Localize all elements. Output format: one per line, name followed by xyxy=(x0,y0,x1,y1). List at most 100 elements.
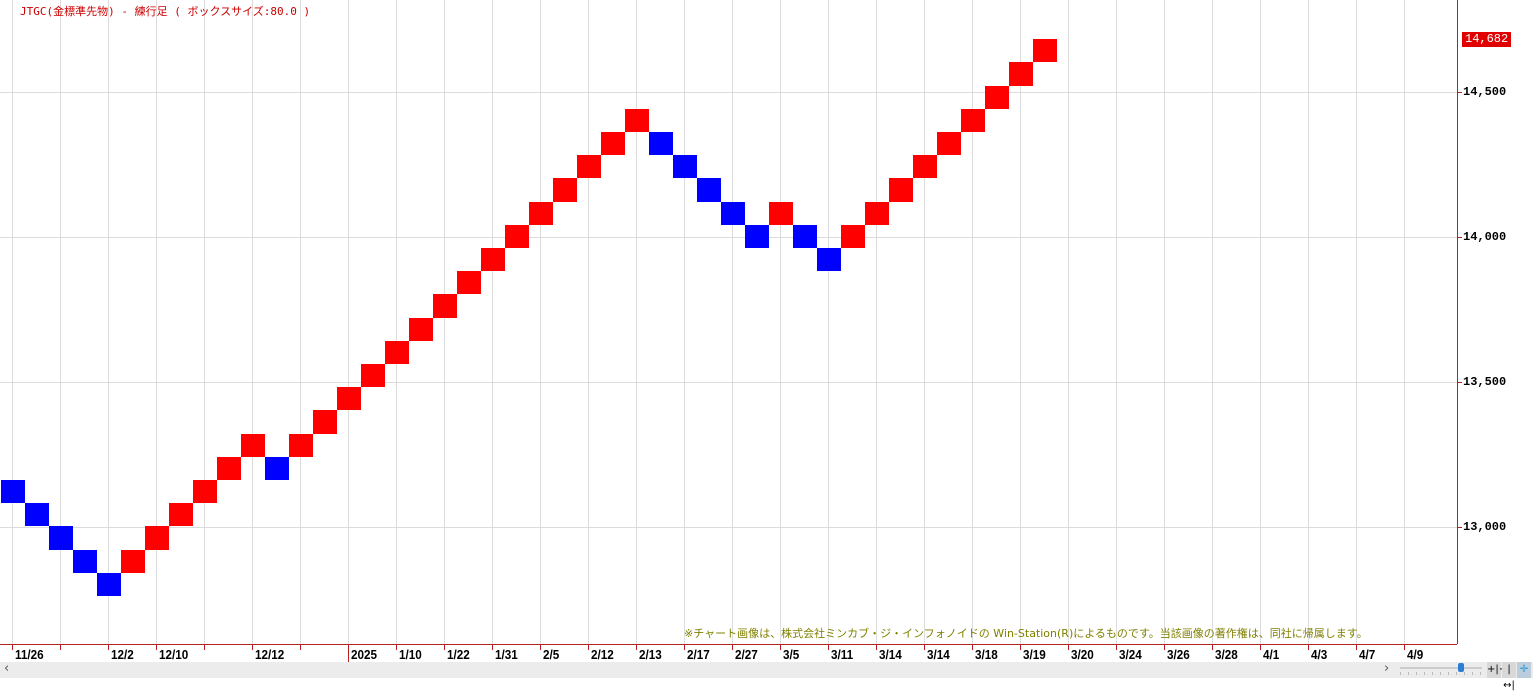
zoom-slider-thumb[interactable] xyxy=(1458,663,1465,672)
renko-brick-up xyxy=(505,224,529,248)
renko-brick-up xyxy=(553,178,577,202)
renko-brick-up xyxy=(337,387,361,411)
vertical-gridline xyxy=(60,0,61,644)
renko-brick-up xyxy=(865,201,889,225)
horizontal-scrollbar[interactable]: ‹ › +|+ |↔| ✛ xyxy=(0,661,1533,691)
renko-brick-up xyxy=(145,526,169,550)
renko-brick-down xyxy=(49,526,73,550)
copyright-note: ※チャート画像は、株式会社ミンカブ・ジ・インフォノイドの Win-Station… xyxy=(684,627,1368,640)
zoom-slider-track[interactable] xyxy=(1400,667,1482,669)
renko-brick-down xyxy=(265,456,289,480)
renko-brick-up xyxy=(913,155,937,179)
renko-brick-down xyxy=(649,132,673,156)
zoom-in-icon[interactable]: +|+ xyxy=(1487,662,1507,678)
x-tick-label: 1/22 xyxy=(447,647,470,662)
y-tick xyxy=(1457,237,1462,238)
x-tick xyxy=(540,644,541,650)
horizontal-gridline xyxy=(0,382,1457,383)
chevron-left-icon[interactable]: ‹ xyxy=(4,661,10,676)
x-tick xyxy=(588,644,589,650)
x-tick xyxy=(348,644,349,662)
renko-brick-up xyxy=(313,410,337,434)
x-tick-label: 4/9 xyxy=(1407,647,1424,662)
renko-brick-up xyxy=(985,85,1009,109)
renko-brick-up xyxy=(937,132,961,156)
x-tick xyxy=(1164,644,1165,650)
renko-brick-up xyxy=(169,503,193,527)
x-tick xyxy=(876,644,877,650)
vertical-gridline xyxy=(1116,0,1117,644)
vertical-gridline xyxy=(492,0,493,644)
renko-brick-up xyxy=(841,224,865,248)
y-tick xyxy=(1457,382,1462,383)
vertical-gridline xyxy=(684,0,685,644)
renko-brick-up xyxy=(121,549,145,573)
vertical-gridline xyxy=(636,0,637,644)
renko-brick-down xyxy=(25,503,49,527)
x-tick xyxy=(492,644,493,650)
x-tick xyxy=(156,644,157,650)
renko-brick-up xyxy=(289,433,313,457)
y-tick-label: 13,500 xyxy=(1463,375,1507,389)
zoom-out-icon[interactable]: |↔| xyxy=(1502,662,1516,691)
chevron-right-icon[interactable]: › xyxy=(1384,661,1390,676)
renko-brick-down xyxy=(817,248,841,272)
x-tick-label: 12/12 xyxy=(255,647,285,662)
vertical-gridline xyxy=(252,0,253,644)
y-axis-line xyxy=(1457,0,1458,644)
x-tick-label: 2/17 xyxy=(687,647,710,662)
x-tick-label: 4/1 xyxy=(1263,647,1280,662)
renko-brick-down xyxy=(73,549,97,573)
x-tick-label: 3/24 xyxy=(1119,647,1142,662)
renko-brick-down xyxy=(745,224,769,248)
x-tick xyxy=(1260,644,1261,650)
x-tick xyxy=(828,644,829,650)
vertical-gridline xyxy=(108,0,109,644)
x-tick-label: 2/13 xyxy=(639,647,662,662)
vertical-gridline xyxy=(924,0,925,644)
renko-brick-up xyxy=(625,108,649,132)
chart-title: JTGC(金標準先物) - 練行足 ( ボックスサイズ:80.0 ) xyxy=(20,5,311,18)
x-tick-label: 3/14 xyxy=(927,647,950,662)
x-tick-label: 2/5 xyxy=(543,647,560,662)
chart-plot-area[interactable] xyxy=(0,0,1457,644)
x-tick xyxy=(1068,644,1069,650)
renko-brick-down xyxy=(1,480,25,504)
x-tick xyxy=(1356,644,1357,650)
x-tick-label: 3/26 xyxy=(1167,647,1190,662)
x-tick-label: 3/28 xyxy=(1215,647,1238,662)
vertical-gridline xyxy=(1068,0,1069,644)
x-tick xyxy=(636,644,637,650)
x-tick-label: 3/11 xyxy=(831,647,854,662)
x-tick xyxy=(252,644,253,650)
renko-brick-up xyxy=(241,433,265,457)
x-tick xyxy=(1212,644,1213,650)
x-tick-label: 1/10 xyxy=(399,647,422,662)
renko-brick-down xyxy=(97,572,121,596)
renko-brick-up xyxy=(481,248,505,272)
horizontal-gridline xyxy=(0,92,1457,93)
x-tick xyxy=(684,644,685,650)
renko-brick-up xyxy=(961,108,985,132)
vertical-gridline xyxy=(828,0,829,644)
vertical-gridline xyxy=(1212,0,1213,644)
renko-brick-down xyxy=(793,224,817,248)
renko-brick-up xyxy=(769,201,793,225)
renko-brick-up xyxy=(529,201,553,225)
crosshair-icon[interactable]: ✛ xyxy=(1517,662,1531,678)
x-tick-label: 4/7 xyxy=(1359,647,1376,662)
x-tick xyxy=(1404,644,1405,650)
renko-brick-up xyxy=(385,340,409,364)
x-tick xyxy=(60,644,61,650)
vertical-gridline xyxy=(300,0,301,644)
x-tick-label: 3/18 xyxy=(975,647,998,662)
renko-brick-up xyxy=(409,317,433,341)
y-tick-label: 13,000 xyxy=(1463,520,1507,534)
vertical-gridline xyxy=(1356,0,1357,644)
x-tick-label: 11/26 xyxy=(15,647,44,662)
renko-brick-down xyxy=(673,155,697,179)
horizontal-gridline xyxy=(0,237,1457,238)
renko-brick-up xyxy=(889,178,913,202)
x-axis-line xyxy=(0,644,1457,645)
x-tick xyxy=(1020,644,1021,650)
